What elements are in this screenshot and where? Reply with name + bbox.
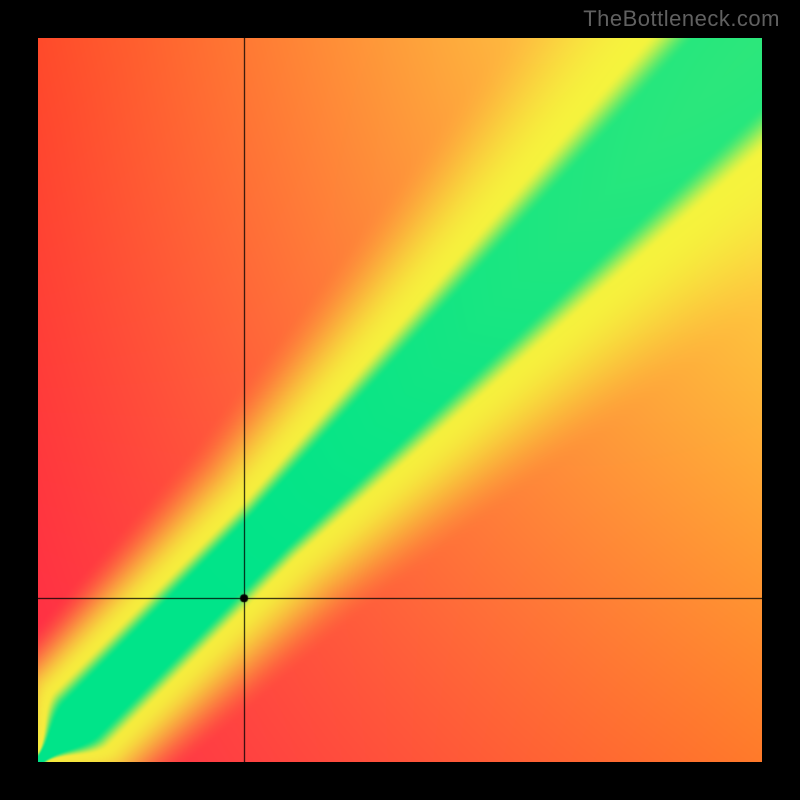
bottleneck-heatmap-canvas: [38, 38, 762, 762]
plot-area: [38, 38, 762, 762]
watermark-text: TheBottleneck.com: [583, 6, 780, 32]
chart-container: TheBottleneck.com: [0, 0, 800, 800]
